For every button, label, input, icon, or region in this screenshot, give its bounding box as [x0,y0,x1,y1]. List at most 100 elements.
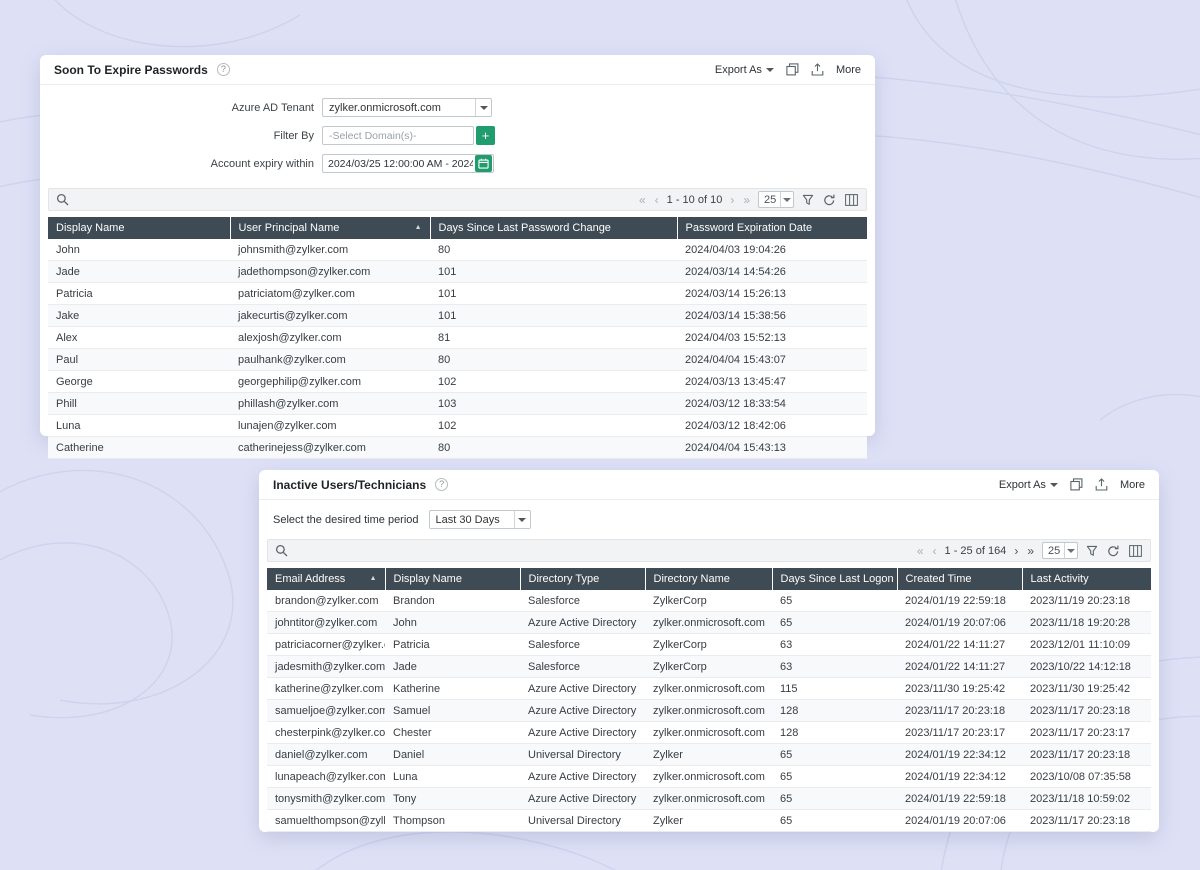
table-row[interactable]: Catherine catherinejess@zylker.com 80 2024/… [48,436,867,459]
calendar-icon[interactable] [475,155,492,172]
sort-ascending-icon: ▲ [369,575,377,582]
table-cell: zylker.onmicrosoft.com [645,721,772,744]
pagination: « ‹ 1 - 10 of 10 › » 25 [638,191,859,208]
column-chooser-icon[interactable] [844,193,859,206]
copy-report-icon[interactable] [1070,478,1083,491]
table-cell: samuelthompson@zylker.... [267,809,385,832]
table-row[interactable]: Phill phillash@zylker.com 103 2024/03/12 18… [48,392,867,415]
export-as-button[interactable]: Export As [999,479,1058,491]
add-domain-button[interactable]: + [476,126,495,145]
domain-filter-input[interactable]: -Select Domain(s)- [322,126,474,145]
table-cell: 2023/11/18 10:59:02 [1022,787,1151,810]
table-row[interactable]: Luna lunajen@zylker.com 102 2024/03/12 18:4… [48,414,867,437]
column-header-last-activity[interactable]: Last Activity [1022,568,1151,590]
prev-page-icon[interactable]: ‹ [654,192,659,207]
last-page-icon[interactable]: » [743,192,750,207]
column-header-directory-name[interactable]: Directory Name [645,568,773,590]
table-row[interactable]: Patricia patriciatom@zylker.com 101 2024/03… [48,282,867,305]
panel-header: Soon To Expire Passwords ? Export As Mor… [40,55,875,85]
column-header-days-since-last-password-change[interactable]: Days Since Last Password Change [430,217,678,239]
next-page-icon[interactable]: › [730,192,735,207]
filter-icon[interactable] [801,194,815,206]
table-row[interactable]: samuelthompson@zylker....ThompsonUnivers… [267,809,1151,832]
more-button[interactable]: More [835,63,861,76]
table-cell: johntitor@zylker.com [267,611,385,634]
table-cell: 65 [772,590,897,612]
table-toolbar: « ‹ 1 - 10 of 10 › » 25 [48,188,867,211]
table-cell: Patricia [385,633,520,656]
table-row[interactable]: Jake jakecurtis@zylker.com 101 2024/03/14 1… [48,304,867,327]
column-header-display-name[interactable]: Display Name [48,217,231,239]
table-cell: 2023/11/17 20:23:18 [1022,699,1151,722]
column-header-label: Days Since Last Logon [780,573,894,585]
column-header-display-name[interactable]: Display Name [385,568,521,590]
table-cell: 2024/04/04 15:43:13 [677,436,867,459]
table-row[interactable]: jadesmith@zylker.com Jade Salesforce Zylker… [267,655,1151,678]
table-row[interactable]: katherine@zylker.com Katherine Azure Activ… [267,677,1151,700]
table-cell: 2024/01/19 22:59:18 [897,590,1022,612]
azure-ad-tenant-select[interactable]: zylker.onmicrosoft.com [322,98,492,117]
column-chooser-icon[interactable] [1128,544,1143,557]
table-row[interactable]: brandon@zylker.com Brandon Salesforce Zylke… [267,590,1151,612]
table-cell: Azure Active Directory [520,787,645,810]
page-size-select[interactable]: 25 [758,191,794,208]
soon-to-expire-passwords-panel: Soon To Expire Passwords ? Export As Mor… [40,55,875,459]
chevron-down-icon [765,67,774,72]
table-row[interactable]: patriciacorner@zylker.comPatriciaSalesfo… [267,633,1151,656]
table-row[interactable]: johntitor@zylker.com John Azure Active Dir… [267,611,1151,634]
table-row[interactable]: samueljoe@zylker.com Samuel Azure Active D… [267,699,1151,722]
table-row[interactable]: George georgephilip@zylker.com 102 2024/03/… [48,370,867,393]
column-header-password-expiration-date[interactable]: Password Expiration Date [677,217,867,239]
table-cell: 2024/03/14 14:54:26 [677,260,867,283]
last-page-icon[interactable]: » [1027,543,1034,558]
table-cell: 2024/03/12 18:42:06 [677,414,867,437]
table-row[interactable]: chesterpink@zylker.com Chester Azure Activ… [267,721,1151,744]
table-row[interactable]: daniel@zylker.com Daniel Universal Directo… [267,743,1151,766]
first-page-icon[interactable]: « [638,192,646,207]
time-period-select[interactable]: Last 30 Days [428,510,531,529]
page-size-select[interactable]: 25 [1042,542,1078,559]
table-toolbar: « ‹ 1 - 25 of 164 › » 25 [267,539,1151,562]
table-cell: Alex [48,326,230,349]
search-icon[interactable] [275,544,288,557]
column-header-created-time[interactable]: Created Time [897,568,1023,590]
table-cell: Azure Active Directory [520,677,645,700]
export-as-button[interactable]: Export As [715,64,774,76]
table-cell: lunapeach@zylker.com [267,765,385,788]
table-row[interactable]: lunapeach@zylker.com Luna Azure Active Dir… [267,765,1151,788]
table-cell: Luna [48,414,230,437]
table-cell: Jade [48,260,230,283]
next-page-icon[interactable]: › [1014,543,1019,558]
search-icon[interactable] [56,193,69,206]
table-cell: paulhank@zylker.com [230,348,430,371]
prev-page-icon[interactable]: ‹ [932,543,937,558]
account-expiry-range-input[interactable]: 2024/03/25 12:00:00 AM - 2024/04/06 [322,154,494,173]
filter-by-label: Filter By [273,129,314,142]
table-row[interactable]: Paul paulhank@zylker.com 80 2024/04/04 15:4… [48,348,867,371]
table-row[interactable]: Alex alexjosh@zylker.com 81 2024/04/03 15:5… [48,326,867,349]
copy-report-icon[interactable] [786,63,799,76]
more-button[interactable]: More [1119,478,1145,491]
table-row[interactable]: tonysmith@zylker.com Tony Azure Active Dir… [267,787,1151,810]
table-cell: 102 [430,414,677,437]
help-icon[interactable]: ? [435,478,449,491]
column-header-email-address[interactable]: Email Address ▲ [267,568,386,590]
table-cell: 2023/10/22 14:12:18 [1022,655,1151,678]
refresh-icon[interactable] [822,194,837,206]
column-header-directory-type[interactable]: Directory Type [520,568,646,590]
share-icon[interactable] [811,63,824,76]
filter-icon[interactable] [1085,545,1099,557]
table-row[interactable]: John johnsmith@zylker.com 80 2024/04/03 19:… [48,239,867,261]
column-header-user-principal-name[interactable]: User Principal Name ▲ [230,217,431,239]
table-cell: 2023/11/17 20:23:18 [1022,809,1151,832]
share-icon[interactable] [1095,478,1108,491]
header-actions: Export As More [715,63,861,76]
help-icon[interactable]: ? [216,63,230,76]
column-header-days-since-last-logon[interactable]: Days Since Last Logon [772,568,898,590]
table-row[interactable]: Jade jadethompson@zylker.com 101 2024/03/14… [48,260,867,283]
table-cell: Salesforce [520,655,645,678]
table-cell: Patricia [48,282,230,305]
first-page-icon[interactable]: « [916,543,924,558]
azure-ad-tenant-label: Azure AD Tenant [231,101,314,114]
refresh-icon[interactable] [1106,545,1121,557]
